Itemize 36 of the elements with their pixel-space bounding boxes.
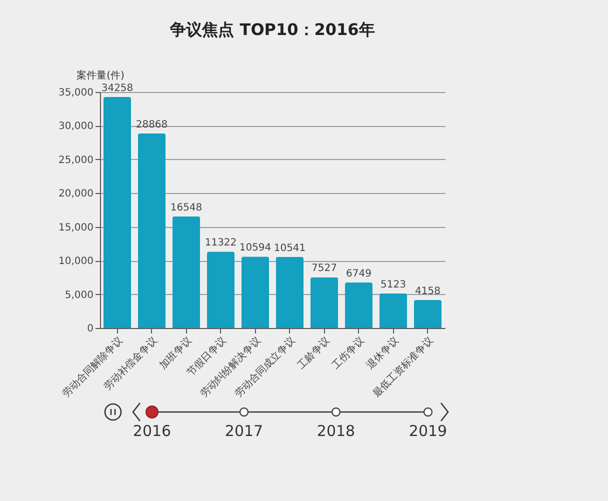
y-axis-title: 案件量(件) xyxy=(76,70,124,82)
bar xyxy=(414,300,442,328)
y-tick-label: 35,000 xyxy=(58,88,94,98)
bar xyxy=(138,133,166,328)
y-tick-label: 15,000 xyxy=(58,222,94,234)
data-label: 10541 xyxy=(274,242,306,254)
text: 2019 xyxy=(408,422,448,440)
x-tick-label: 工伤争议 xyxy=(330,334,367,372)
data-label: 5123 xyxy=(380,279,406,290)
text: 2016 xyxy=(132,422,172,440)
chart-title: 争议焦点 TOP10：2016年 xyxy=(169,20,375,39)
bar xyxy=(241,256,270,328)
text: 2018 xyxy=(316,422,356,440)
bar xyxy=(206,252,235,328)
data-label: 4158 xyxy=(415,286,440,297)
bar xyxy=(344,282,373,328)
data-label: 10594 xyxy=(239,242,272,254)
data-label: 34258 xyxy=(101,83,134,94)
y-tick-label: 0 xyxy=(87,324,94,334)
bar xyxy=(379,293,408,328)
data-label: 7527 xyxy=(312,263,337,274)
data-label: 6749 xyxy=(346,268,372,280)
data-label: 28868 xyxy=(136,119,168,130)
data-label: 16548 xyxy=(170,202,202,214)
bar xyxy=(172,216,200,328)
data-label: 11322 xyxy=(204,238,237,249)
text: 2017 xyxy=(224,422,264,440)
y-tick-label: 5,000 xyxy=(64,290,94,301)
bar xyxy=(103,97,132,328)
y-tick-label: 10,000 xyxy=(58,256,94,268)
y-tick-label: 20,000 xyxy=(58,188,94,200)
bar xyxy=(310,277,338,328)
x-tick-label: 工龄争议 xyxy=(295,334,332,372)
bar xyxy=(276,256,304,328)
y-tick-label: 25,000 xyxy=(58,154,94,166)
y-tick-label: 30,000 xyxy=(58,121,94,132)
